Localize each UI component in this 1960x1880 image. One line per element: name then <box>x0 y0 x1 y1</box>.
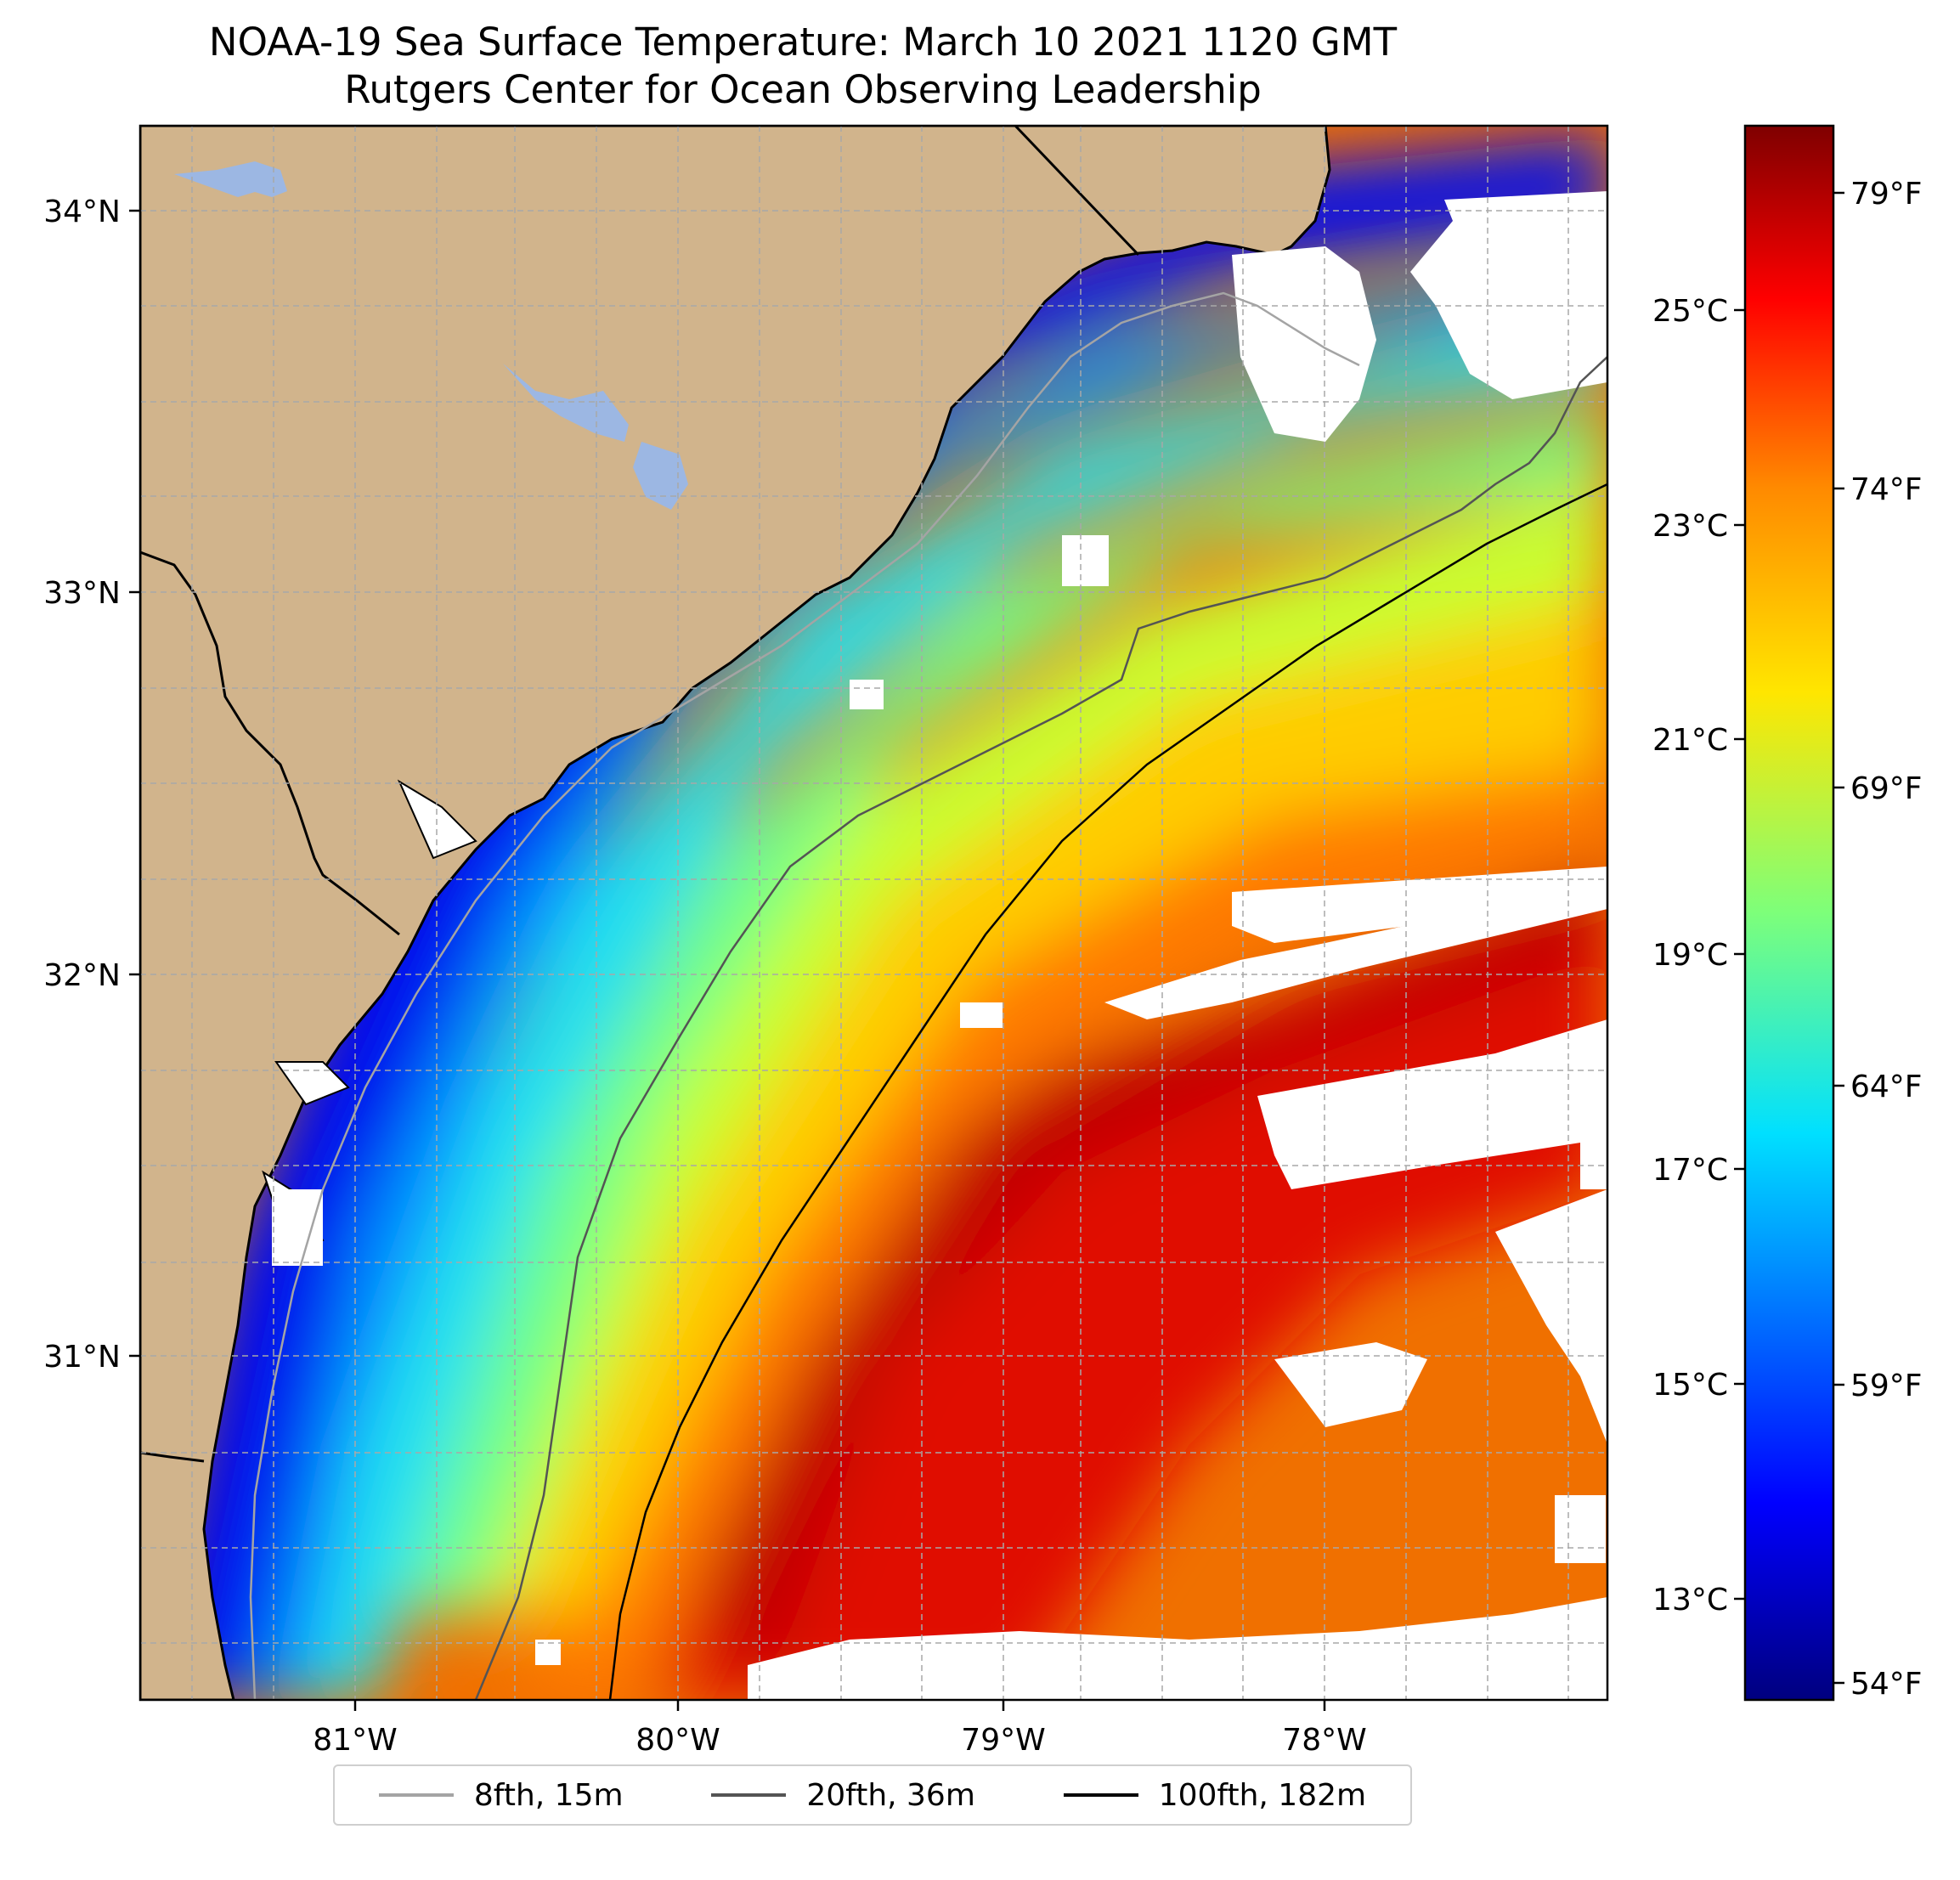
legend-label: 20fth, 36m <box>806 1777 975 1813</box>
fahrenheit-tick-label: 64°F <box>1850 1070 1923 1104</box>
lon-tick-label: 78°W <box>1282 1723 1366 1758</box>
state-boundary-fl-ga <box>140 1451 205 1463</box>
fahrenheit-tick-label: 74°F <box>1850 472 1923 507</box>
lat-tick-label: 31°N <box>43 1340 121 1375</box>
map-subtitle: Rutgers Center for Ocean Observing Leade… <box>344 67 1262 112</box>
isobath-20fth <box>474 356 1607 1700</box>
state-boundary-nc-sc <box>1014 126 1140 257</box>
map-frame <box>138 124 1609 1702</box>
map-title: NOAA-19 Sea Surface Temperature: March 1… <box>208 20 1398 65</box>
celsius-tick-label: 23°C <box>1652 509 1728 544</box>
legend-label: 8fth, 15m <box>473 1777 624 1813</box>
isobath-8fth <box>249 291 1360 1700</box>
celsius-tick-label: 15°C <box>1652 1368 1728 1403</box>
legend-item-100fth: 100fth, 182m <box>1063 1777 1367 1813</box>
lake-icon <box>174 161 287 197</box>
legend-swatch <box>711 1793 787 1797</box>
lon-tick-label: 81°W <box>313 1723 397 1758</box>
cloud-mask <box>272 191 1607 1700</box>
isobath-100fth <box>608 483 1607 1700</box>
legend-label: 100fth, 182m <box>1158 1777 1367 1813</box>
legend-item-8fth: 8fth, 15m <box>378 1777 624 1813</box>
colorbar-ticks <box>1734 191 1844 1685</box>
legend-swatch <box>1063 1793 1138 1797</box>
colorbar <box>1743 124 1835 1702</box>
legend-item-20fth: 20fth, 36m <box>711 1778 975 1813</box>
fahrenheit-tick-label: 59°F <box>1850 1369 1923 1403</box>
fahrenheit-tick-label: 79°F <box>1850 177 1923 212</box>
celsius-tick-label: 21°C <box>1652 723 1728 758</box>
celsius-tick-label: 13°C <box>1652 1583 1728 1617</box>
fahrenheit-tick-label: 54°F <box>1850 1667 1923 1702</box>
celsius-tick-label: 17°C <box>1652 1153 1728 1188</box>
celsius-tick-label: 19°C <box>1652 938 1728 973</box>
fahrenheit-tick-label: 69°F <box>1850 771 1923 806</box>
isobath-legend: 8fth, 15m 20fth, 36m 100fth, 182m <box>333 1764 1412 1826</box>
lon-tick-label: 80°W <box>635 1723 720 1758</box>
legend-swatch <box>378 1793 454 1797</box>
axis-ticks <box>129 209 1326 1711</box>
lat-tick-label: 34°N <box>43 195 121 229</box>
lat-tick-label: 32°N <box>43 958 121 993</box>
celsius-tick-label: 25°C <box>1652 294 1728 329</box>
lon-tick-label: 79°W <box>961 1723 1045 1758</box>
lake-marion-moultrie <box>503 364 688 510</box>
land-mass <box>140 126 1331 1700</box>
lat-tick-label: 33°N <box>43 576 121 611</box>
